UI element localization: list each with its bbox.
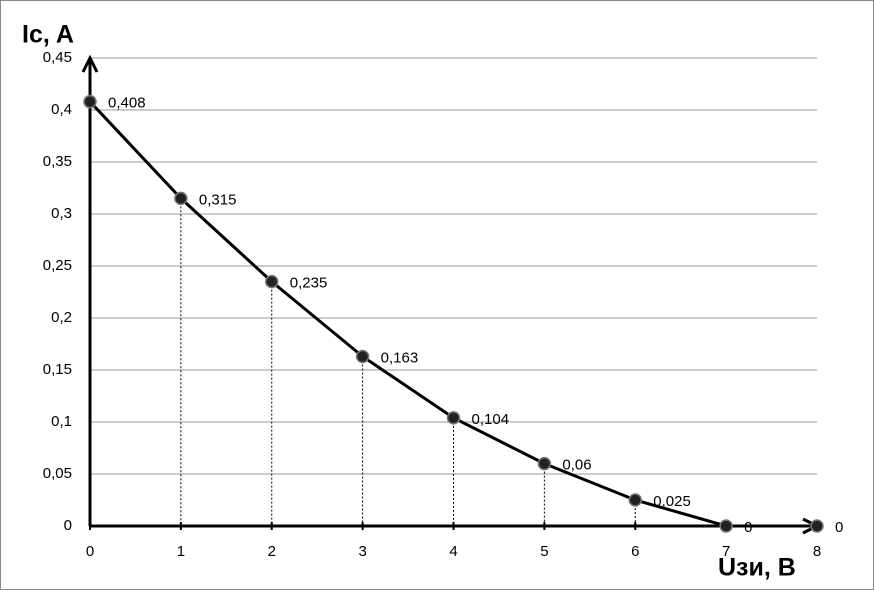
x-tick-label: 2 — [268, 543, 276, 560]
x-tick-label: 5 — [540, 543, 548, 560]
data-label: 0 — [744, 519, 752, 536]
y-tick-label: 0,05 — [43, 465, 72, 482]
y-tick-label: 0,3 — [51, 205, 72, 222]
point — [265, 274, 279, 289]
data-label: 0,235 — [290, 275, 328, 292]
y-tick-label: 0,15 — [43, 361, 72, 378]
point — [446, 411, 461, 425]
y-tick-label: 0,25 — [43, 257, 72, 274]
data-label: 0,104 — [472, 411, 510, 428]
x-tick-label: 7 — [722, 543, 730, 560]
y-tick-label: 0,35 — [43, 153, 72, 170]
x-tick-label: 8 — [813, 543, 821, 560]
y-tick-label: 0,1 — [51, 413, 72, 430]
data-label: 0,315 — [199, 191, 237, 208]
x-tick-label: 4 — [449, 543, 457, 560]
data-label: 0,025 — [653, 493, 691, 510]
y-axis-arrow — [81, 54, 99, 73]
y-tick-label: 0 — [64, 517, 72, 534]
x-tick-label: 0 — [86, 543, 94, 560]
data-label: 0,408 — [108, 95, 146, 112]
x-tick-label: 1 — [177, 543, 185, 560]
point — [537, 456, 552, 471]
point — [628, 493, 642, 507]
data-label: 0,06 — [562, 457, 591, 474]
y-tick-label: 0,45 — [43, 49, 72, 66]
point — [719, 519, 733, 533]
x-tick-label: 6 — [631, 543, 639, 560]
point — [83, 94, 97, 109]
y-tick-label: 0,2 — [51, 309, 72, 326]
x-tick-label: 3 — [358, 543, 366, 560]
point — [174, 191, 188, 206]
data-label: 0 — [835, 519, 843, 536]
y-tick-label: 0,4 — [51, 101, 72, 118]
point — [810, 519, 824, 533]
x-axis-label: Uзи, В — [718, 554, 796, 582]
y-axis-label: Ic, A — [22, 21, 74, 49]
data-label: 0,163 — [381, 349, 419, 366]
point — [355, 349, 370, 364]
